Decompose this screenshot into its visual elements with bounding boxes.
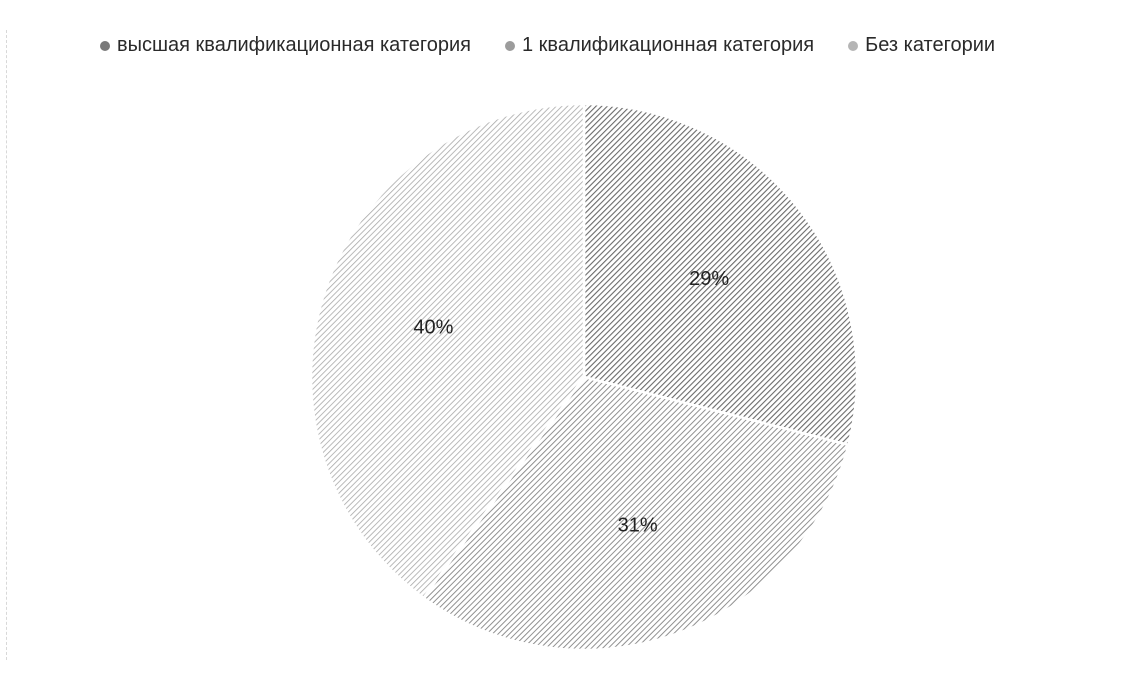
legend-swatch-2 xyxy=(848,40,859,51)
legend-item-1: 1 квалификационная категория xyxy=(505,34,814,57)
pie-slice-2 xyxy=(309,102,586,600)
legend-label-2: Без категории xyxy=(865,34,996,56)
legend: высшая квалификационная категория 1 квал… xyxy=(100,34,995,57)
chart-border xyxy=(6,30,7,660)
pie-slices xyxy=(309,102,859,652)
legend-item-2: Без категории xyxy=(848,34,995,57)
legend-label-0: высшая квалификационная категория xyxy=(117,34,471,56)
legend-item-0: высшая квалификационная категория xyxy=(100,34,471,57)
legend-swatch-0 xyxy=(100,40,110,51)
slice-label-1: 31% xyxy=(618,514,658,536)
slice-label-2: 40% xyxy=(413,316,453,338)
pie-labels: 29% 31% 40% xyxy=(413,268,729,536)
legend-swatch-1 xyxy=(505,40,515,51)
legend-label-1: 1 квалификационная категория xyxy=(522,34,815,56)
pie-slice-0 xyxy=(582,102,859,447)
slice-label-0: 29% xyxy=(689,268,729,290)
pie-slice-1 xyxy=(421,375,850,652)
